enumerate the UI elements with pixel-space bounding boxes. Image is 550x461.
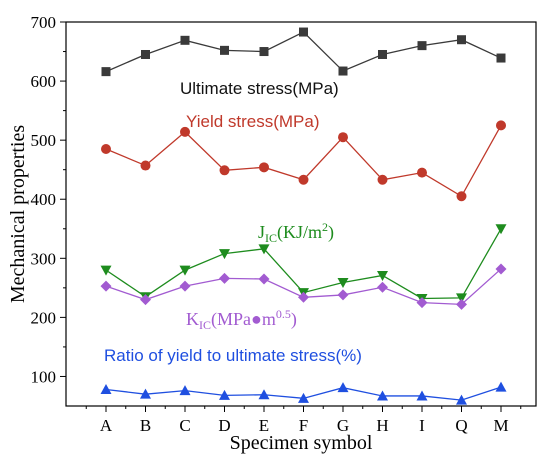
data-point [258,389,270,400]
x-axis-title: Specimen symbol [230,432,373,454]
y-axis-ticks: 100 200 300 400 500 600 700 [31,13,66,386]
annotation-jic-rest: (KJ/m [277,222,322,243]
data-point [258,244,270,255]
data-point [456,298,467,310]
data-point [299,27,308,37]
data-point [377,390,388,401]
data-point [219,272,230,284]
x-tick-label: D [218,416,230,435]
annotation-jic-sup: 2 [322,220,328,234]
series-line [105,125,502,198]
data-point [141,49,150,59]
data-point [377,174,388,185]
data-point [377,281,388,293]
data-point [140,388,151,399]
data-point [456,394,467,405]
data-point [100,383,112,394]
y-tick-label: 700 [31,13,57,32]
y-axis-title: Mechanical properties [7,125,29,303]
annotation-ratio: Ratio of yield to ultimate stress(%) [104,346,362,365]
annotation-yield-stress: Yield stress(MPa) [186,112,320,131]
data-point [180,35,190,45]
data-point [456,293,467,304]
y-tick-label: 100 [31,367,57,386]
series-layer [100,27,507,405]
x-tick-label: Q [455,416,467,435]
data-point [179,265,191,276]
annotation-jic-main: J [258,222,265,242]
data-point [259,47,269,57]
data-point [220,45,229,55]
x-tick-label: F [299,416,308,435]
annotation-kic-sub: IC [199,318,211,332]
data-point [219,249,230,260]
annotation-jic-close: ) [328,222,334,243]
annotation-kic-close: ) [291,309,297,330]
data-point [258,273,270,285]
data-point [378,49,387,59]
series-0 [101,27,506,77]
data-point [100,265,112,276]
data-point [337,278,349,289]
y-tick-label: 500 [31,131,57,150]
annotation-ultimate-stress: Ultimate stress(MPa) [180,79,339,98]
data-point [495,263,507,275]
data-point [416,297,428,309]
y-tick-label: 400 [31,190,57,209]
data-point [140,160,151,171]
data-point [337,382,349,393]
data-point [219,165,230,176]
data-point [417,41,427,51]
series-1 [101,120,506,202]
x-tick-label: A [100,416,113,435]
data-point [140,294,151,306]
data-point [298,392,309,403]
y-tick-label: 300 [31,249,57,268]
data-point [101,144,111,155]
x-tick-label: H [376,416,388,435]
annotation-kic-rest: (MPa●m [211,309,276,330]
plot-frame [65,21,537,407]
data-point [417,167,427,178]
series-4 [100,381,507,405]
annotation-kic-sup: 0.5 [276,307,291,321]
data-point [219,389,230,400]
y-tick-label: 200 [31,308,57,327]
series-line [105,31,502,73]
x-tick-label: I [419,416,425,435]
x-tick-label: G [337,416,349,435]
data-point [377,270,388,281]
annotation-kic: KIC(MPa●m0.5) [186,307,297,332]
data-point [457,35,466,45]
series-3 [100,263,507,310]
data-point [496,53,506,63]
data-point [101,67,111,77]
y-tick-label: 600 [31,72,57,91]
annotation-kic-main: K [186,309,199,329]
annotation-jic-sub: IC [265,231,277,245]
data-point [259,162,269,173]
x-tick-label: E [259,416,269,435]
data-point [416,390,428,401]
data-point [298,174,309,185]
data-point [496,120,506,131]
data-point [338,66,348,76]
data-point [337,289,349,301]
data-point [179,280,191,292]
x-tick-label: M [493,416,508,435]
x-tick-label: B [140,416,151,435]
x-tick-label: C [179,416,190,435]
data-point [495,381,507,392]
data-point [456,191,467,202]
data-point [100,280,112,292]
data-point [298,291,309,303]
data-point [180,126,190,137]
data-point [495,224,507,235]
data-point [338,132,348,143]
data-point [179,385,191,396]
annotation-jic: JIC(KJ/m2) [258,220,334,245]
